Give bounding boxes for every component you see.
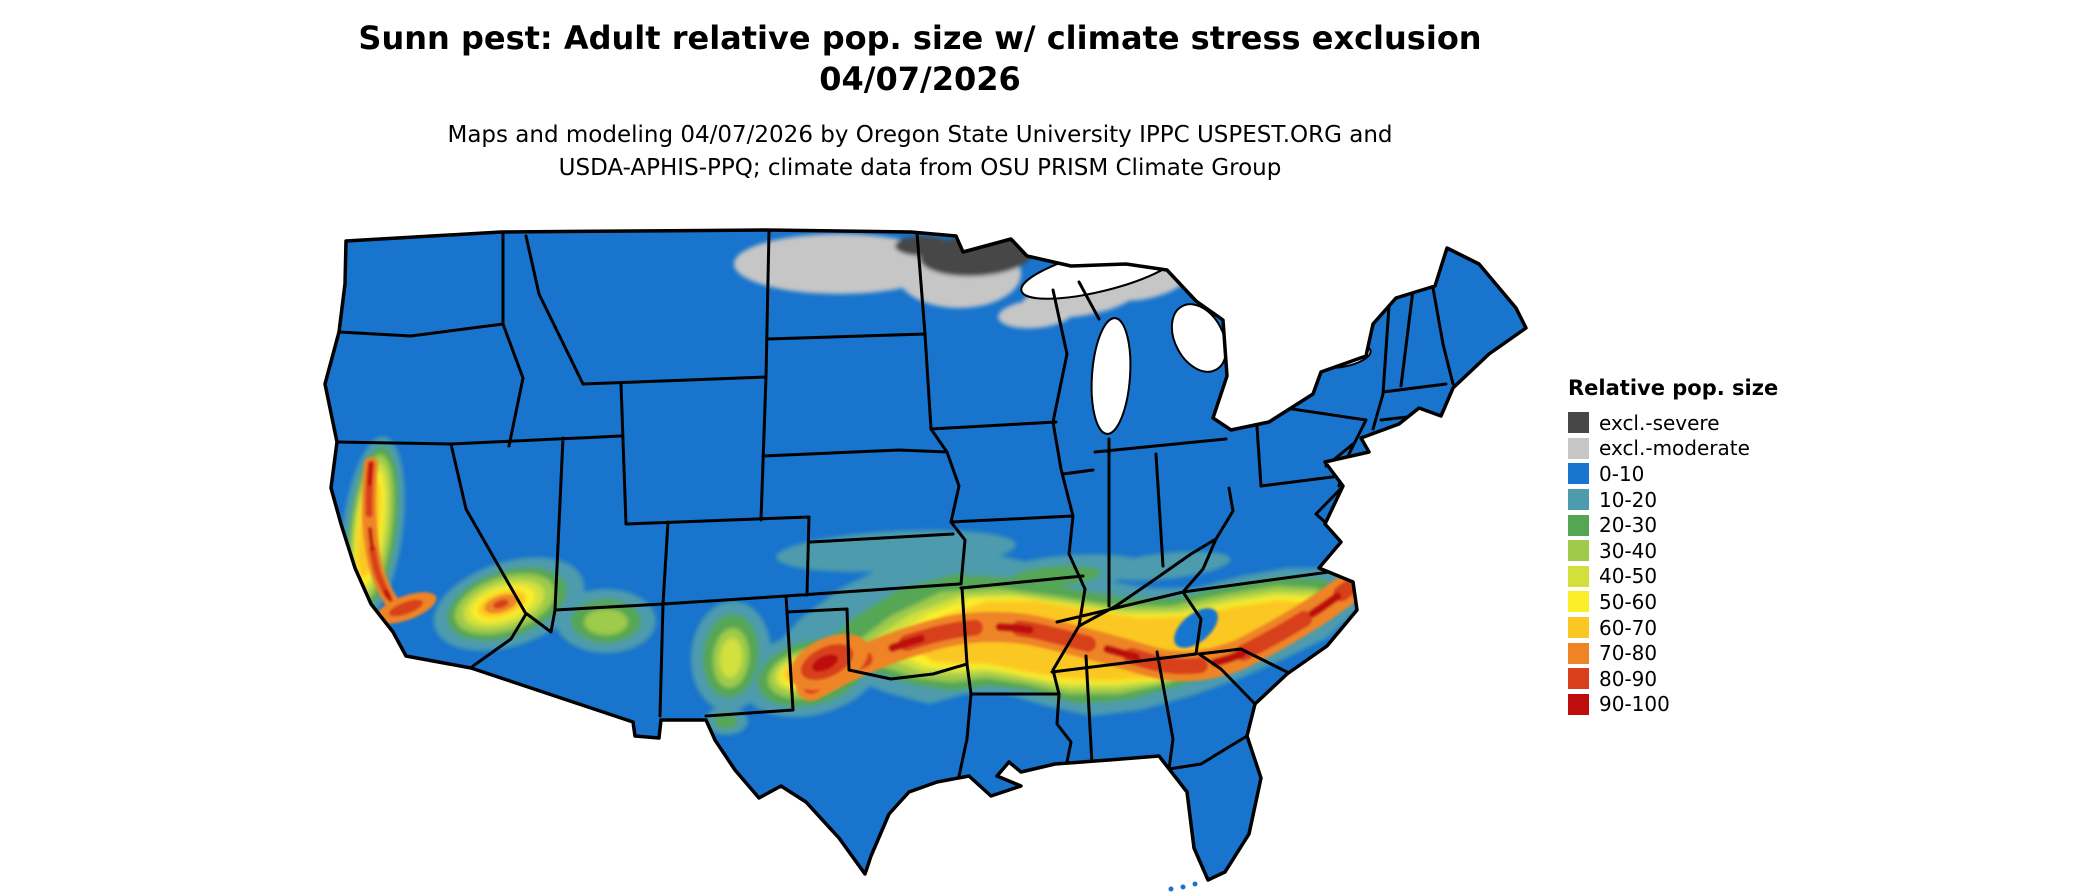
risk-band-90-100	[807, 584, 1353, 690]
legend: Relative pop. size excl.-severe excl.-mo…	[1568, 376, 1778, 717]
legend-swatch	[1568, 463, 1589, 485]
legend-title: Relative pop. size	[1568, 376, 1779, 400]
risk-patch	[714, 713, 738, 729]
legend-label: 40-50	[1599, 564, 1658, 589]
legend-swatch	[1568, 412, 1589, 434]
key-islet	[1168, 886, 1174, 892]
legend-label: 10-20	[1599, 487, 1658, 512]
legend-item-70-80: 70-80	[1568, 640, 1778, 666]
figure-title-date: 04/07/2026	[819, 60, 1021, 98]
risk-core-band	[362, 457, 1364, 701]
conus-outline	[323, 228, 1528, 882]
legend-label: excl.-severe	[1599, 410, 1720, 435]
legend-swatch	[1568, 693, 1589, 715]
legend-item-50-60: 50-60	[1568, 589, 1778, 615]
risk-patch	[719, 638, 743, 678]
legend-label: 20-30	[1599, 513, 1658, 538]
legend-swatch	[1568, 591, 1589, 613]
legend-label: 90-100	[1599, 692, 1670, 717]
exclusion-patch	[895, 236, 951, 256]
legend-label: 0-10	[1599, 461, 1645, 486]
legend-item-90-100: 90-100	[1568, 692, 1778, 718]
figure-subtitle: Maps and modeling 04/07/2026 by Oregon S…	[447, 119, 1392, 185]
legend-swatch	[1568, 489, 1589, 511]
legend-item-80-90: 80-90	[1568, 666, 1778, 692]
california-valley-90-100	[367, 462, 397, 608]
legend-label: excl.-moderate	[1599, 436, 1750, 461]
legend-swatch	[1568, 668, 1589, 690]
figure-subtitle-line2: USDA-APHIS-PPQ; climate data from OSU PR…	[558, 155, 1282, 181]
figure-title-line1: Sunn pest: Adult relative pop. size w/ c…	[358, 19, 1482, 57]
figure-subtitle-line1: Maps and modeling 04/07/2026 by Oregon S…	[447, 122, 1393, 148]
key-islet	[1192, 881, 1198, 887]
state-borders	[335, 230, 1455, 802]
risk-patch	[811, 654, 839, 672]
legend-item-60-70: 60-70	[1568, 615, 1778, 641]
legend-item-10-20: 10-20	[1568, 487, 1778, 513]
legend-swatch	[1568, 617, 1589, 639]
legend-swatch	[1568, 437, 1589, 459]
lake-huron	[1170, 303, 1228, 373]
legend-label: 50-60	[1599, 589, 1658, 614]
florida-keys	[1168, 881, 1198, 892]
exclusion-patch	[998, 299, 1074, 329]
legend-label: 80-90	[1599, 666, 1658, 691]
risk-patch	[493, 599, 509, 609]
appalachian-low-patch	[1174, 608, 1218, 648]
exclusion-patch	[734, 234, 944, 294]
risk-patch	[388, 599, 424, 617]
exclusion-patch	[1110, 267, 1188, 301]
legend-label: 60-70	[1599, 615, 1658, 640]
legend-item-30-40: 30-40	[1568, 538, 1778, 564]
legend-swatch	[1568, 540, 1589, 562]
legend-item-excl-severe: excl.-severe	[1568, 410, 1778, 436]
legend-swatch	[1568, 565, 1589, 587]
lake-michigan	[1090, 317, 1132, 435]
risk-patch	[584, 609, 628, 635]
legend-swatch	[1568, 514, 1589, 536]
legend-item-40-50: 40-50	[1568, 564, 1778, 590]
key-islet	[1180, 884, 1186, 890]
us-risk-map	[323, 228, 1528, 892]
legend-item-20-30: 20-30	[1568, 512, 1778, 538]
legend-item-0-10: 0-10	[1568, 461, 1778, 487]
legend-label: 30-40	[1599, 538, 1658, 563]
legend-swatch	[1568, 642, 1589, 664]
legend-item-excl-moderate: excl.-moderate	[1568, 436, 1778, 462]
exclusion-severe-region	[895, 235, 1032, 277]
legend-label: 70-80	[1599, 641, 1658, 666]
figure-title: Sunn pest: Adult relative pop. size w/ c…	[358, 18, 1481, 100]
